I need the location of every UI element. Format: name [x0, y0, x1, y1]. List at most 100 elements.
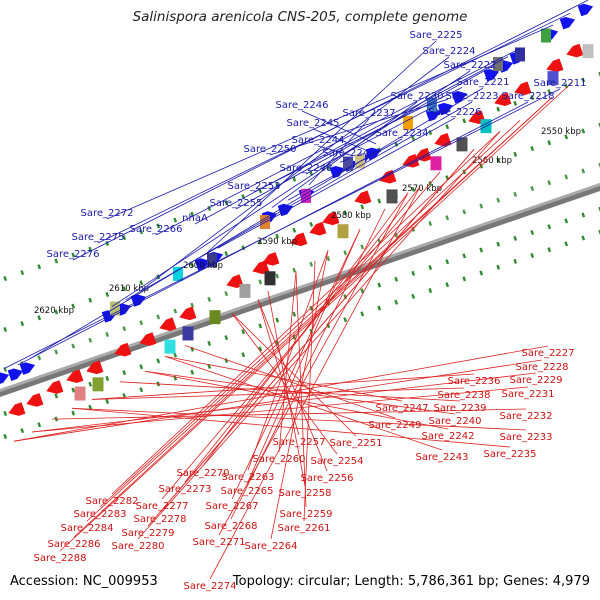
leader-line — [217, 117, 456, 249]
gene-arrow — [0, 372, 10, 385]
gene-arrow — [226, 274, 244, 289]
scale-tick-label: 2610 kbp — [109, 284, 149, 294]
gene-arrow — [546, 58, 564, 73]
scale-tick-label: 2580 kbp — [331, 211, 371, 221]
gene-arrow — [130, 294, 147, 307]
gene-arrow — [434, 133, 452, 147]
gene-block — [209, 310, 221, 325]
gene-arrow — [66, 369, 84, 383]
gene-arrow — [86, 360, 104, 375]
gene-block — [493, 57, 503, 72]
gene-label-reverse: Sare_2274 — [184, 581, 237, 592]
tick-dot — [326, 256, 331, 262]
tick-dot — [173, 217, 178, 223]
gene-arrow — [483, 69, 500, 82]
gene-block — [386, 189, 398, 204]
leader-line — [204, 40, 437, 255]
accession-label: Accession: NC_009953 — [10, 574, 158, 589]
leader-line — [339, 158, 350, 163]
gene-label-reverse: Sare_2283 — [74, 509, 127, 520]
tick-dot — [445, 282, 450, 288]
tick-dot — [224, 335, 229, 341]
leader-line — [287, 138, 403, 201]
tick-dot — [496, 157, 501, 163]
gene-arrow — [425, 108, 442, 122]
tick-dot — [122, 326, 127, 332]
tick-dot — [275, 273, 280, 279]
tick-dot — [598, 122, 600, 128]
leader-line — [267, 290, 306, 487]
tick-dot — [496, 197, 501, 203]
tick-dot — [3, 433, 8, 439]
leader-line — [312, 128, 366, 151]
gene-label-forward: Sare_2221 — [457, 77, 510, 88]
tick-dot — [207, 363, 212, 369]
gene-block — [74, 386, 86, 401]
leader-line — [305, 104, 437, 175]
gene-label-reverse: Sare_2240 — [429, 416, 482, 427]
tick-dot — [411, 270, 416, 276]
tick-dot — [173, 352, 178, 358]
gene-label-forward: Sare_2272 — [81, 208, 134, 219]
tick-dot — [411, 135, 416, 141]
leader-line — [247, 250, 329, 471]
tick-dot — [326, 165, 331, 171]
tick-dot — [71, 387, 76, 393]
tick-dot — [479, 247, 484, 253]
leader-line — [125, 101, 473, 301]
gene-arrow — [437, 102, 454, 116]
tick-dot — [428, 288, 433, 294]
leader-line — [253, 87, 463, 193]
tick-dot — [292, 227, 297, 233]
tick-dot — [530, 95, 535, 101]
tick-dot — [139, 280, 144, 286]
leader-line — [111, 131, 501, 495]
tick-dot — [428, 221, 433, 227]
leader-line — [59, 82, 573, 552]
gene-label-forward: Sare_2224 — [423, 46, 476, 57]
tick-dot — [513, 100, 518, 106]
gene-label-reverse: Sare_2233 — [500, 432, 553, 443]
gene-block — [301, 188, 311, 203]
gene-label-forward: Sare_2253 — [228, 181, 281, 192]
tick-dot — [377, 198, 382, 204]
tick-dot — [139, 387, 144, 393]
tick-dot — [360, 204, 365, 210]
tick-dot — [309, 261, 314, 267]
tick-dot — [3, 275, 8, 281]
tick-dot — [105, 398, 110, 404]
leader-line — [301, 110, 377, 145]
tick-dot — [156, 274, 161, 280]
leader-line — [235, 65, 495, 210]
tick-dot — [3, 326, 8, 332]
tick-dot — [71, 303, 76, 309]
gene-block — [239, 283, 251, 298]
tick-dot — [37, 422, 42, 428]
gene-label-reverse: Sare_2277 — [136, 501, 189, 512]
tick-dot — [564, 218, 569, 224]
gene-block — [182, 326, 194, 341]
tick-dot — [292, 176, 297, 182]
gene-arrow — [354, 190, 372, 205]
tick-dot — [139, 229, 144, 235]
gene-block — [582, 44, 594, 59]
tick-dot — [241, 245, 246, 251]
gene-label-forward: Sare_2225 — [410, 30, 463, 41]
leader-lines — [3, 0, 589, 580]
tick-dot — [105, 375, 110, 381]
leader-line — [257, 299, 328, 472]
tick-dot — [292, 267, 297, 273]
tick-dot — [360, 244, 365, 250]
gene-label-reverse: Sare_2236 — [448, 376, 501, 387]
gene-arrow — [514, 81, 532, 96]
tick-dot — [224, 291, 229, 297]
gene-arrow — [159, 317, 177, 332]
gene-block — [541, 28, 551, 43]
gene-label-reverse: Sare_2256 — [301, 473, 354, 484]
tick-dot — [462, 276, 467, 282]
tick-dot — [20, 428, 25, 434]
tick-dot — [530, 146, 535, 152]
gene-label-forward: Sare_2245 — [287, 118, 340, 129]
tick-dot — [581, 235, 586, 241]
leader-line — [73, 97, 553, 538]
